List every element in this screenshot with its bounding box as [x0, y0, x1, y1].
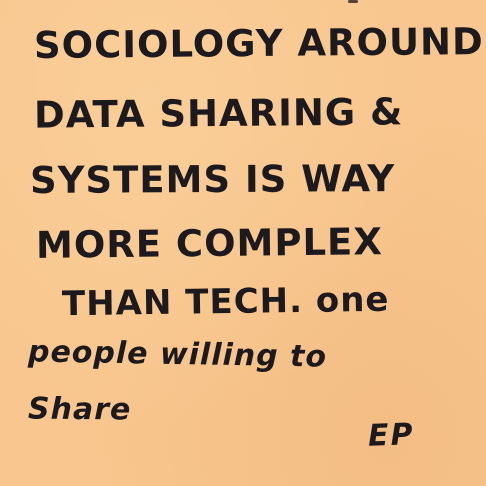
ink-mark	[348, 0, 358, 3]
note-line-7: Share	[27, 391, 132, 428]
note-line-5: THAN TECH. one	[61, 279, 390, 325]
note-line-4: MORE COMPLEX	[35, 220, 384, 267]
note-line-3: SYSTEMS IS WAY	[29, 157, 396, 202]
signature: EP	[367, 417, 416, 454]
note-line-6: people willing to	[27, 334, 328, 375]
note-line-2: DATA SHARING &	[33, 90, 404, 137]
note-line-1: SOCIOLOGY AROUND	[33, 20, 484, 67]
